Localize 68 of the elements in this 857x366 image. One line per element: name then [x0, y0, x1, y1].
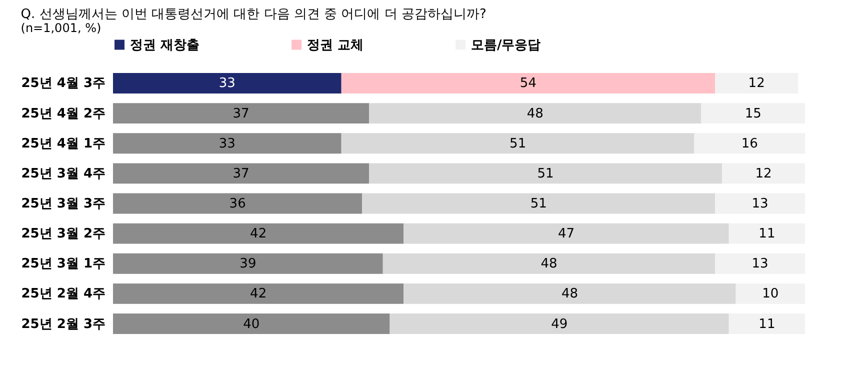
y-tick-label: 25년 3월 4주 — [21, 166, 106, 182]
bar — [715, 193, 805, 214]
data-label: 37 — [232, 166, 250, 182]
bar — [113, 163, 370, 184]
y-tick-label: 25년 3월 2주 — [21, 226, 106, 242]
bar — [113, 314, 390, 334]
bar — [341, 73, 716, 94]
y-tick-label: 25년 4월 1주 — [21, 136, 106, 152]
bar — [715, 73, 798, 94]
y-tick-label: 25년 3월 3주 — [21, 196, 106, 212]
bar — [728, 314, 805, 334]
text: (n=1,001, %) — [20, 21, 102, 35]
data-label: 40 — [243, 316, 260, 332]
data-label: 49 — [551, 316, 568, 332]
data-label: 51 — [510, 136, 526, 152]
data-label: 10 — [762, 286, 779, 302]
bar — [113, 103, 370, 124]
data-label: 54 — [520, 76, 536, 92]
data-label: 11 — [758, 226, 776, 242]
data-label: 13 — [752, 256, 768, 272]
y-tick-label: 25년 3월 1주 — [21, 256, 106, 272]
bar — [369, 163, 722, 184]
bar — [722, 163, 805, 184]
bar — [113, 73, 342, 94]
bar — [382, 253, 716, 274]
y-tick-label: 25년 4월 2주 — [21, 106, 106, 122]
bar — [404, 283, 736, 304]
bar — [715, 253, 805, 274]
data-label: 33 — [218, 136, 236, 152]
data-label: 33 — [218, 76, 236, 92]
bar — [404, 223, 729, 244]
data-label: 36 — [229, 196, 246, 212]
bar — [362, 193, 716, 214]
data-label: 48 — [561, 286, 578, 302]
bar — [369, 103, 702, 124]
bar — [701, 103, 805, 124]
y-tick-label: 25년 2월 4주 — [21, 286, 106, 302]
data-label: 12 — [755, 166, 772, 182]
bar — [728, 223, 805, 244]
y-tick-label: 25년 2월 3주 — [21, 316, 106, 332]
bar — [113, 253, 383, 274]
bar — [113, 133, 342, 154]
bar — [341, 133, 694, 154]
bar — [113, 193, 362, 214]
data-label: 42 — [250, 286, 267, 302]
data-label: 48 — [526, 106, 544, 122]
data-label: 13 — [752, 196, 768, 212]
bar — [113, 223, 404, 244]
data-label: 39 — [240, 256, 256, 272]
bar — [113, 283, 404, 304]
data-label: 47 — [558, 226, 575, 242]
data-label: 42 — [250, 226, 267, 242]
data-label: 37 — [232, 106, 250, 122]
legend-label: 정권 교체 — [307, 38, 364, 53]
bar — [736, 283, 805, 304]
data-label: 51 — [537, 166, 554, 182]
data-label: 48 — [540, 256, 558, 272]
data-label: 16 — [741, 136, 758, 152]
data-label: 51 — [530, 196, 547, 212]
chart-title: Q. 선생님께서는 이번 대통령선거에 대한 다음 의견 중 어디에 더 공감하십니까? — [20, 7, 486, 22]
bar — [694, 133, 805, 154]
data-label: 11 — [758, 316, 776, 332]
legend-label: 정권 재창출 — [130, 38, 200, 53]
data-label: 12 — [748, 76, 765, 92]
y-tick-label: 25년 4월 3주 — [21, 76, 106, 92]
bar — [390, 314, 729, 334]
legend-label: 모름/무응답 — [471, 38, 541, 53]
data-label: 15 — [744, 106, 762, 122]
